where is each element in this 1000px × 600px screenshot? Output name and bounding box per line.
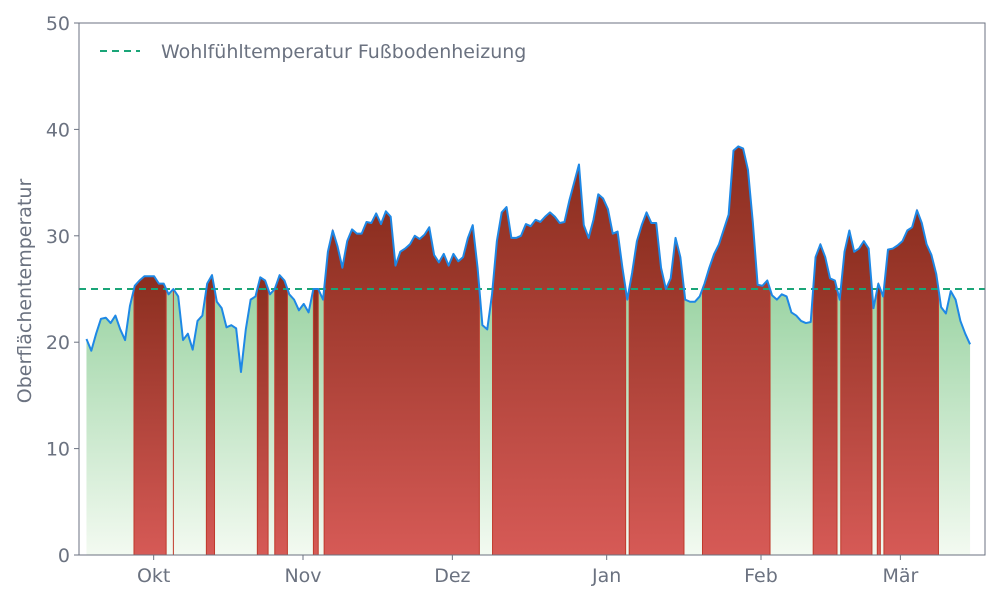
y-tick-label-0: 0 [58, 545, 70, 567]
area-fill-above-threshold-5 [312, 288, 319, 556]
x-tick-label-Dez: Dez [434, 565, 470, 587]
area-fill-above-threshold-0 [133, 275, 167, 556]
y-axis-title: Oberflächentemperatur [14, 179, 36, 404]
area-fill-above-threshold-12 [876, 281, 881, 556]
x-tick-label-Feb: Feb [744, 565, 778, 587]
area-fill-above-threshold-4 [274, 274, 288, 556]
x-tick-label-Mär: Mär [882, 565, 918, 587]
x-tick-label-Jan: Jan [591, 565, 621, 587]
plot-frame [78, 22, 986, 556]
temperature-line [85, 145, 971, 373]
area-fill-above-threshold-11 [840, 230, 873, 556]
area-fill-above-threshold-3 [256, 276, 269, 556]
x-tick-label-Nov: Nov [284, 565, 321, 587]
area-fill-above-threshold-10 [812, 242, 838, 556]
y-tick-label-20: 20 [46, 332, 70, 354]
y-tick-label-10: 10 [46, 439, 70, 461]
x-tick-label-Okt: Okt [137, 565, 170, 587]
axes: 0 10 20 30 40 50 Okt Nov Dez Jan Feb Mär [46, 13, 986, 587]
y-tick-label-30: 30 [46, 226, 70, 248]
area-fill-above-threshold-13 [883, 208, 939, 556]
legend-threshold-label: Wohlfühltemperatur Fußbodenheizung [161, 41, 526, 63]
y-tick-label-40: 40 [46, 119, 70, 141]
area-fill-above-threshold-6 [323, 210, 480, 556]
area-fill-above-threshold-8 [628, 211, 685, 556]
legend: Wohlfühltemperatur Fußbodenheizung [100, 41, 526, 63]
area-fill-above-threshold-9 [701, 145, 771, 556]
plot-area [79, 145, 985, 556]
y-tick-label-50: 50 [46, 13, 70, 35]
area-fill-above-threshold-2 [205, 273, 216, 556]
